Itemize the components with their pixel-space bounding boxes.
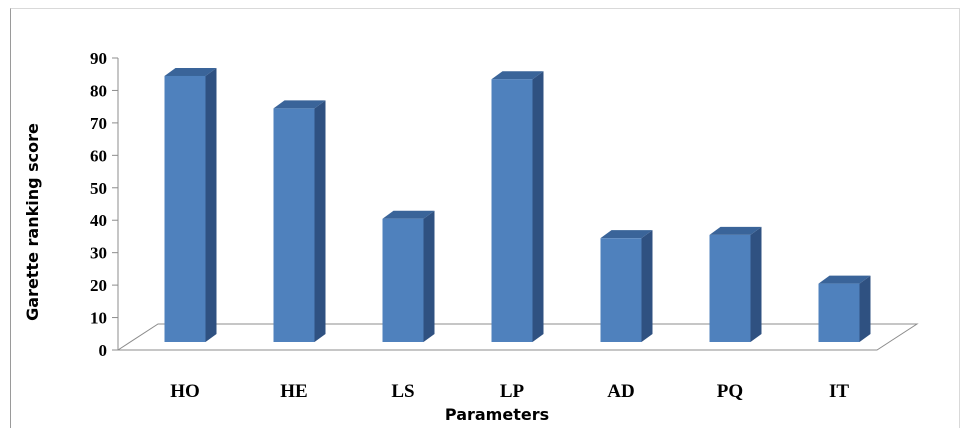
y-tick-label: 70 <box>90 114 107 133</box>
y-tick-label: 10 <box>90 309 107 328</box>
bar-side <box>205 67 217 342</box>
bar-front <box>600 238 642 342</box>
y-tick-label: 0 <box>99 341 108 360</box>
x-axis-title: Parameters <box>445 405 549 424</box>
bar-side <box>314 100 326 343</box>
x-category-label: HE <box>280 381 307 402</box>
bar-top <box>709 226 762 235</box>
y-tick-label: 40 <box>90 211 107 230</box>
bar-top <box>600 230 653 239</box>
y-tick-label: 80 <box>90 81 107 100</box>
y-axis-ticks: 0 10 20 30 40 50 60 70 80 90 <box>90 49 119 360</box>
bar-front <box>164 75 206 342</box>
bar-front <box>818 283 860 342</box>
y-tick-label: 90 <box>90 49 107 68</box>
x-category-label: HO <box>170 381 200 402</box>
x-category-label: LP <box>500 381 525 402</box>
bar-top <box>491 71 544 80</box>
bar <box>273 100 326 343</box>
bar-front <box>382 218 424 342</box>
bars <box>164 67 871 343</box>
y-tick-label: 50 <box>90 179 107 198</box>
bar-top <box>382 210 435 219</box>
bar-side <box>532 71 544 342</box>
y-tick-label: 30 <box>90 244 107 263</box>
x-category-label: IT <box>829 381 849 402</box>
bar <box>600 230 653 342</box>
bar-front <box>491 79 533 342</box>
bar-top <box>818 275 871 284</box>
bar-side <box>423 210 435 342</box>
y-tick-label: 20 <box>90 276 107 295</box>
bar <box>818 275 871 342</box>
bar <box>164 67 217 342</box>
bar-top <box>164 67 217 76</box>
bar <box>382 210 435 342</box>
y-axis-title: Garette ranking score <box>23 123 42 321</box>
bar-front <box>273 108 315 343</box>
x-axis-categories: HO HE LS LP AD PQ IT <box>170 381 849 402</box>
x-category-label: PQ <box>717 381 743 402</box>
chart-frame <box>10 8 960 428</box>
bar <box>709 226 762 342</box>
x-category-label: AD <box>607 381 634 402</box>
bar-side <box>859 275 871 342</box>
x-category-label: LS <box>391 381 414 402</box>
bar-front <box>709 234 751 342</box>
y-tick-label: 60 <box>90 146 107 165</box>
bar <box>491 71 544 342</box>
bar-side <box>641 230 653 342</box>
bar-top <box>273 100 326 109</box>
bar-side <box>750 226 762 342</box>
